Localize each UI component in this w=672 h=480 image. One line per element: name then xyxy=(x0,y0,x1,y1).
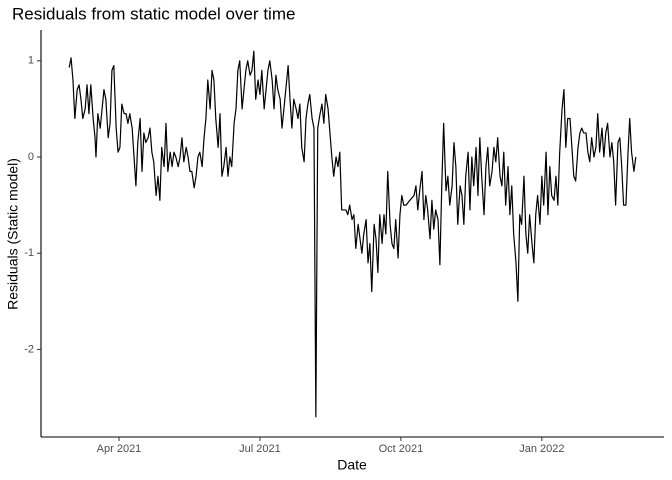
chart-title: Residuals from static model over time xyxy=(12,4,295,23)
x-tick-label: Jan 2022 xyxy=(519,443,564,455)
y-tick-label: 1 xyxy=(28,55,34,67)
x-tick-label: Oct 2021 xyxy=(379,443,424,455)
x-tick-label: Apr 2021 xyxy=(97,443,142,455)
x-tick-label: Jul 2021 xyxy=(239,443,281,455)
x-axis-title: Date xyxy=(337,457,367,473)
y-tick-label: -1 xyxy=(24,247,34,259)
y-tick-label: 0 xyxy=(28,151,34,163)
residual-line xyxy=(68,50,637,418)
y-axis-title: Residuals (Static model) xyxy=(5,158,21,310)
y-tick-label: -2 xyxy=(24,343,34,355)
